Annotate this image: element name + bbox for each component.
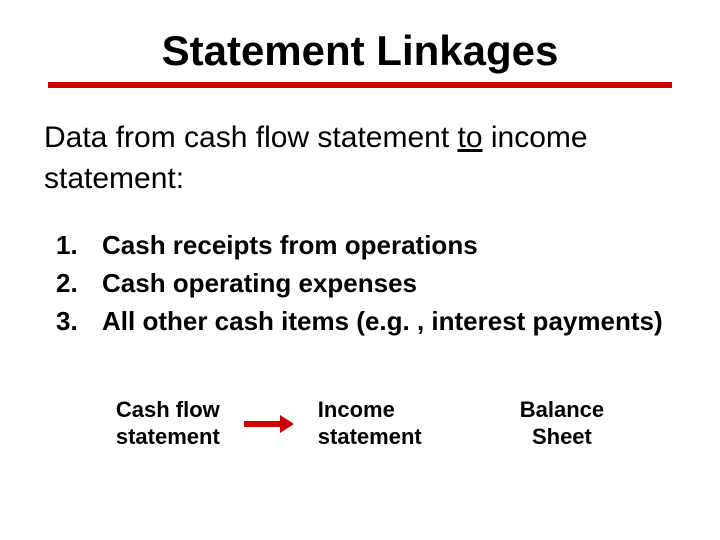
flow-row: Cash flow statement Income statement Bal… (0, 397, 720, 450)
subhead-underlined: to (458, 121, 483, 154)
list-number: 1. (56, 227, 102, 265)
slide-title: Statement Linkages (162, 28, 559, 74)
list-text: Cash operating expenses (102, 265, 664, 303)
title-underline-rule (48, 82, 672, 88)
list-item: 2. Cash operating expenses (56, 265, 664, 303)
list-item: 3. All other cash items (e.g. , interest… (56, 303, 664, 341)
list-text: All other cash items (e.g. , interest pa… (102, 303, 664, 341)
list-item: 1. Cash receipts from operations (56, 227, 664, 265)
arrow-right-icon (244, 415, 294, 433)
title-wrap: Statement Linkages (0, 0, 720, 74)
arrow-head (280, 415, 294, 433)
subheading: Data from cash flow statement to income … (44, 118, 676, 199)
arrow-shaft (244, 421, 280, 427)
list-number: 2. (56, 265, 102, 303)
numbered-list: 1. Cash receipts from operations 2. Cash… (56, 227, 664, 340)
list-text: Cash receipts from operations (102, 227, 664, 265)
slide: Statement Linkages Data from cash flow s… (0, 0, 720, 540)
flow-label-cash-flow-statement: Cash flow statement (116, 397, 220, 450)
flow-label-income-statement: Income statement (318, 397, 422, 450)
flow-label-balance-sheet: Balance Sheet (520, 397, 604, 450)
subhead-pre: Data from cash flow statement (44, 121, 458, 154)
list-number: 3. (56, 303, 102, 341)
